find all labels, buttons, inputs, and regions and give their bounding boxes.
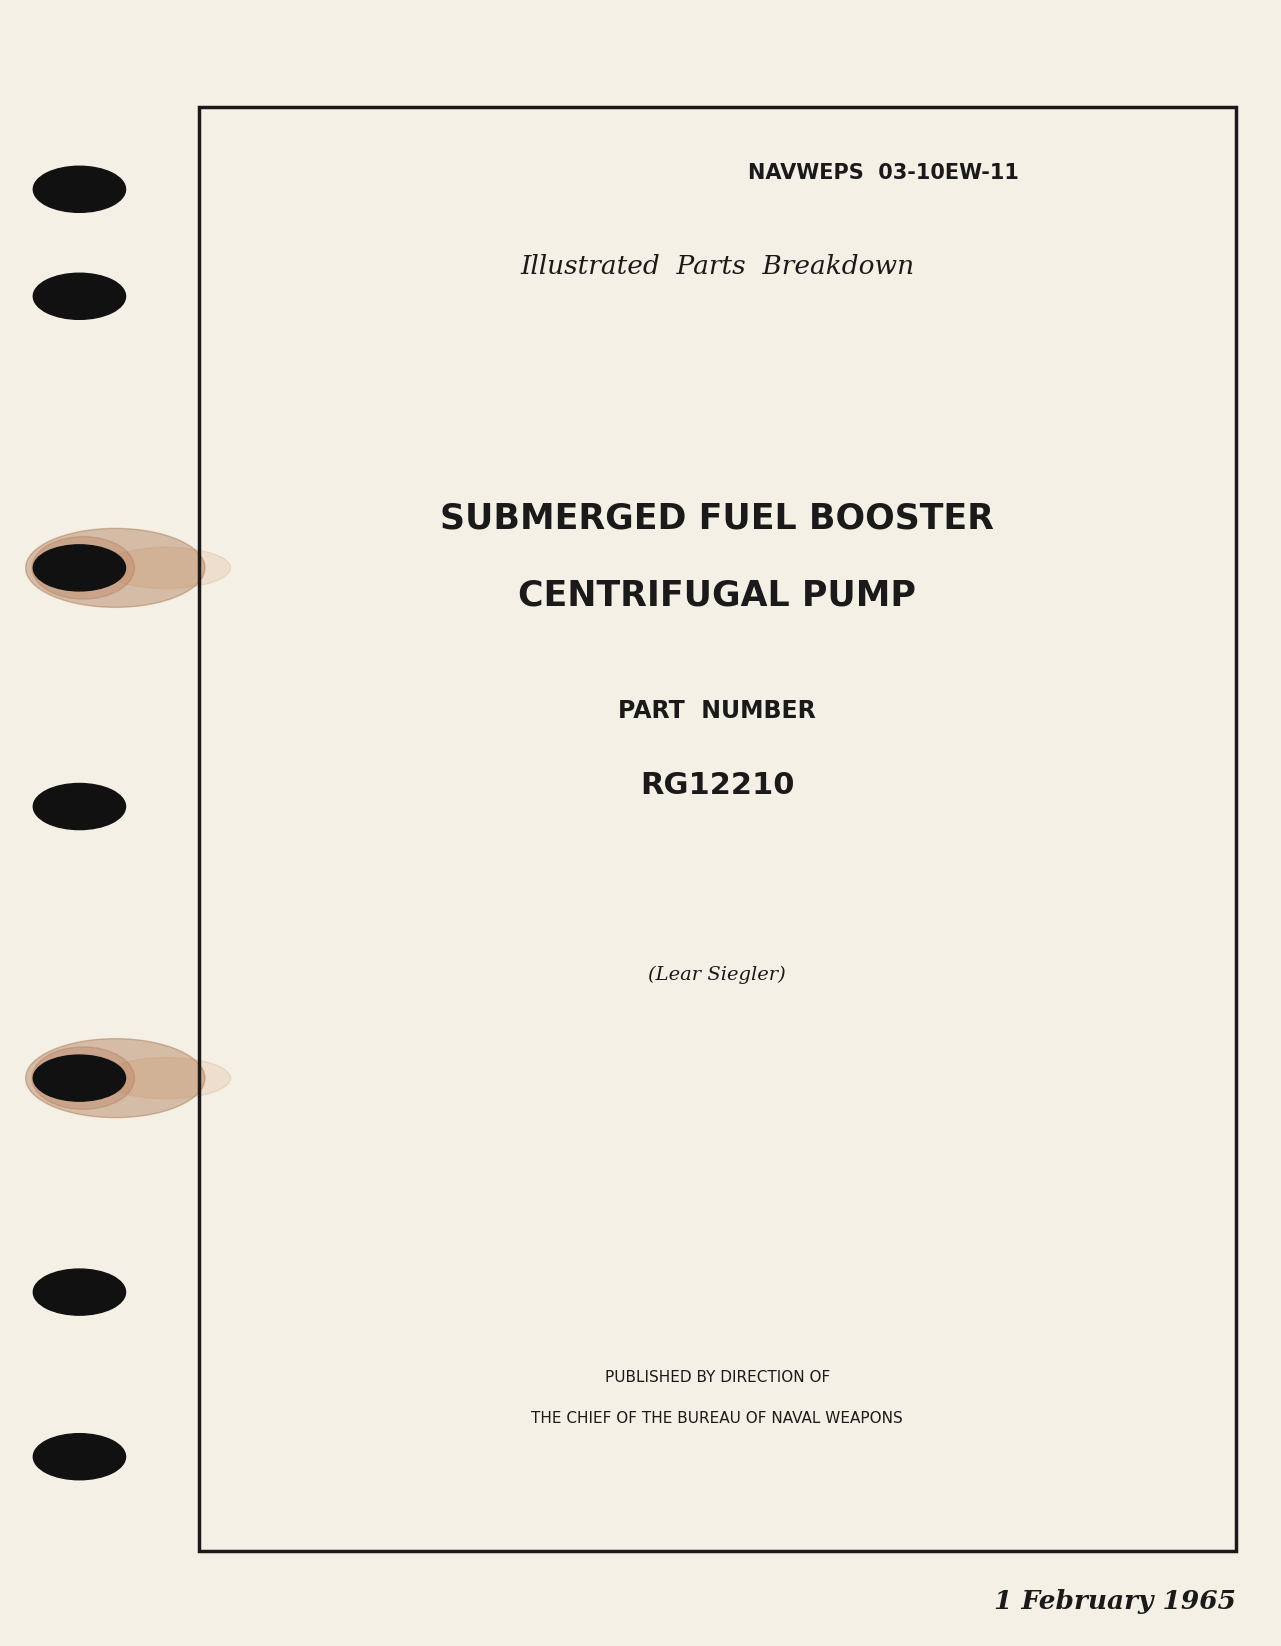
Ellipse shape — [26, 1039, 205, 1118]
Text: 1 February 1965: 1 February 1965 — [994, 1588, 1236, 1615]
Ellipse shape — [32, 537, 135, 599]
Ellipse shape — [102, 546, 231, 589]
Ellipse shape — [33, 783, 126, 830]
Text: RG12210: RG12210 — [640, 770, 794, 800]
Ellipse shape — [26, 528, 205, 607]
Text: PART  NUMBER: PART NUMBER — [619, 700, 816, 723]
Text: PUBLISHED BY DIRECTION OF: PUBLISHED BY DIRECTION OF — [605, 1369, 830, 1386]
Ellipse shape — [33, 1434, 126, 1480]
Ellipse shape — [102, 1058, 231, 1100]
Text: SUBMERGED FUEL BOOSTER: SUBMERGED FUEL BOOSTER — [441, 502, 994, 535]
Text: NAVWEPS  03-10EW-11: NAVWEPS 03-10EW-11 — [748, 163, 1020, 183]
Text: (Lear Siegler): (Lear Siegler) — [648, 965, 787, 984]
Ellipse shape — [33, 273, 126, 319]
Ellipse shape — [33, 1269, 126, 1315]
Ellipse shape — [33, 166, 126, 212]
Text: Illustrated  Parts  Breakdown: Illustrated Parts Breakdown — [520, 253, 915, 280]
Text: CENTRIFUGAL PUMP: CENTRIFUGAL PUMP — [519, 579, 916, 612]
Ellipse shape — [33, 1055, 126, 1101]
Ellipse shape — [33, 545, 126, 591]
Text: THE CHIEF OF THE BUREAU OF NAVAL WEAPONS: THE CHIEF OF THE BUREAU OF NAVAL WEAPONS — [532, 1411, 903, 1427]
Ellipse shape — [32, 1047, 135, 1109]
